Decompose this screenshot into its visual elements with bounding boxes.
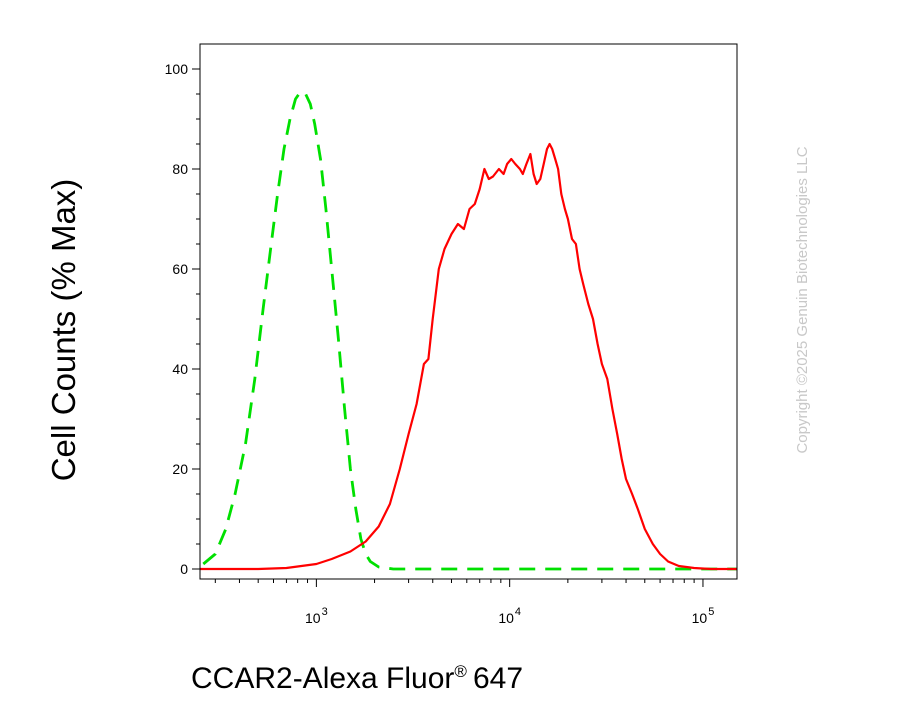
y-tick-label: 80 <box>172 161 188 177</box>
control-histogram-line <box>202 90 737 571</box>
y-tick-label: 20 <box>172 461 188 477</box>
y-axis: 0 20 40 60 80 100 <box>165 61 200 577</box>
x-axis: 103 104 105 <box>214 579 715 626</box>
y-tick-label: 40 <box>172 361 188 377</box>
x-tick-label: 105 <box>692 606 715 626</box>
y-tick-label: 0 <box>180 561 188 577</box>
x-axis-label-text: CCAR2-Alexa Fluor <box>191 662 454 695</box>
copyright-watermark: Copyright ©2025 Genuin Biotechnologies L… <box>794 146 811 453</box>
x-axis-label-suffix: 647 <box>473 662 523 695</box>
y-tick-label: 60 <box>172 261 188 277</box>
y-axis-label: Cell Counts (% Max) <box>45 179 82 482</box>
y-tick-label: 100 <box>165 61 189 77</box>
histogram-curves <box>200 90 737 571</box>
x-axis-label: CCAR2-Alexa Fluor® 647 <box>191 662 523 695</box>
x-axis-label-registered-mark: ® <box>454 662 467 681</box>
sample-histogram-line <box>200 142 737 571</box>
x-tick-label: 103 <box>305 606 328 626</box>
x-tick-label: 104 <box>498 606 521 626</box>
plot-frame <box>199 43 738 580</box>
